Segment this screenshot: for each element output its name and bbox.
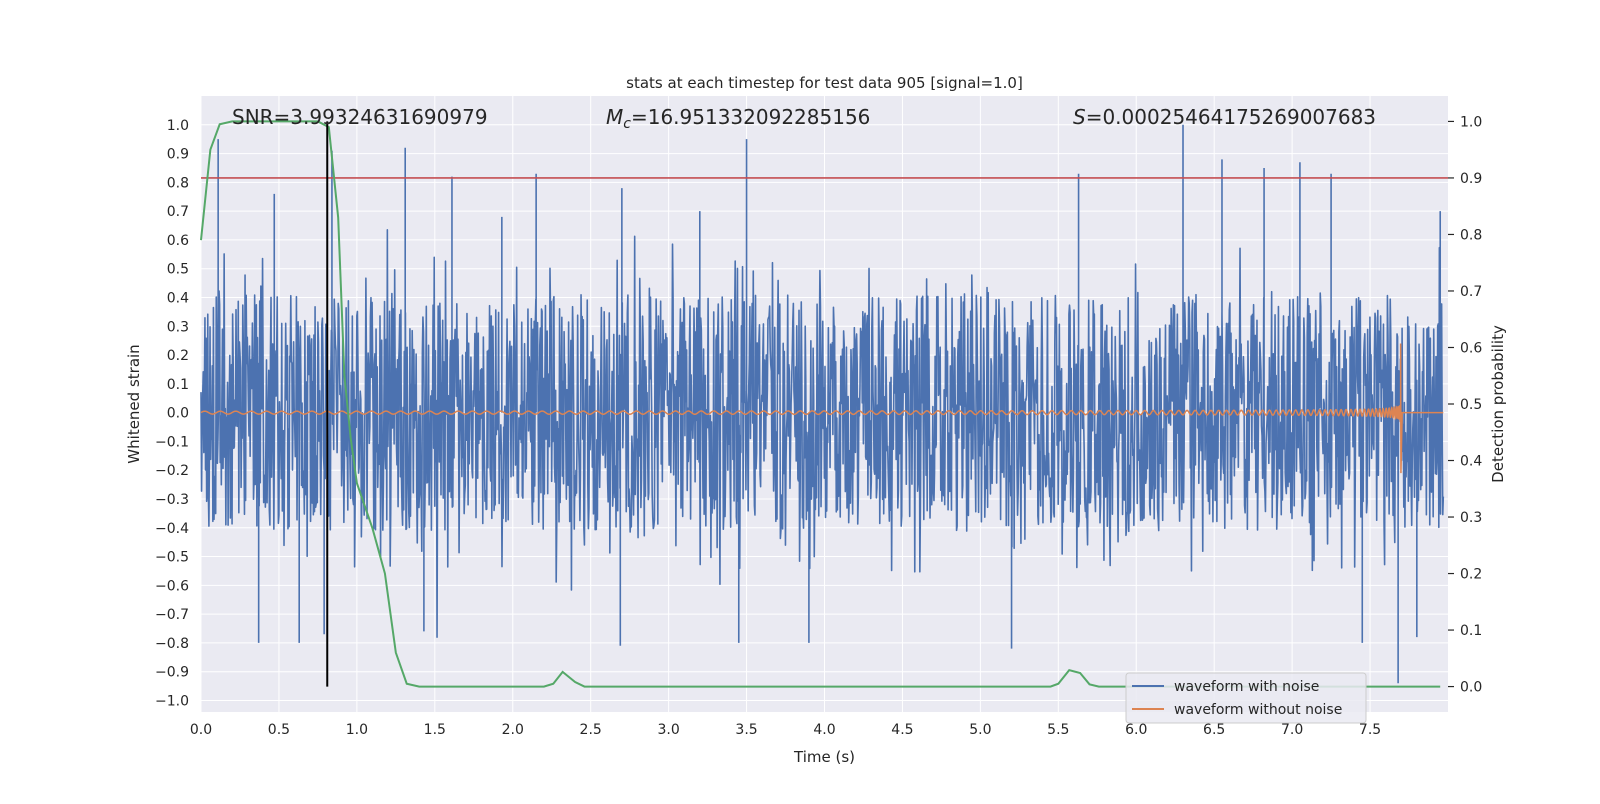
mc-value: =16.951332092285156 <box>631 105 870 129</box>
y-tick-label: −0.2 <box>155 463 189 479</box>
y-tick-label: 0.1 <box>167 377 189 393</box>
s-value: =0.00025464175269007683 <box>1086 105 1376 129</box>
right-y-tick-label: 0.0 <box>1460 680 1482 696</box>
y-tick-label: 0.3 <box>167 319 189 335</box>
right-y-tick-label: 0.9 <box>1460 171 1482 187</box>
mc-annotation: Mc=16.951332092285156 <box>606 105 870 132</box>
y-tick-label: 0.6 <box>167 233 189 249</box>
x-tick-label: 6.0 <box>1125 722 1147 738</box>
y-tick-label: −0.8 <box>155 636 189 652</box>
x-tick-label: 7.5 <box>1359 722 1381 738</box>
mc-subscript: c <box>623 116 631 132</box>
y-tick-label: 0.8 <box>167 175 189 191</box>
s-symbol: S <box>1073 105 1086 129</box>
x-tick-label: 0.0 <box>190 722 212 738</box>
y-tick-label: 0.2 <box>167 348 189 364</box>
right-y-tick-label: 0.7 <box>1460 284 1482 300</box>
plot-layer <box>200 120 1448 688</box>
x-tick-label: 5.5 <box>1047 722 1069 738</box>
legend-label-signal: waveform without noise <box>1174 702 1342 718</box>
y-axis-title: Whitened strain <box>125 344 143 463</box>
y-tick-label: −0.3 <box>155 492 189 508</box>
right-y-tick-label: 0.5 <box>1460 397 1482 413</box>
y-tick-label: 0.9 <box>167 147 189 163</box>
x-tick-label: 6.5 <box>1203 722 1225 738</box>
x-tick-label: 2.5 <box>580 722 602 738</box>
y-tick-label: 0.0 <box>167 406 189 422</box>
y-tick-label: 0.5 <box>167 262 189 278</box>
legend-box <box>1125 672 1367 724</box>
y-tick-label: −0.5 <box>155 550 189 566</box>
x-axis-title: Time (s) <box>793 748 855 766</box>
y-tick-label: −1.0 <box>155 693 189 709</box>
y-tick-label: −0.4 <box>155 521 189 537</box>
clean-waveform-line <box>200 343 1444 474</box>
x-tick-label: 3.5 <box>735 722 757 738</box>
right-y-tick-label: 0.3 <box>1460 510 1482 526</box>
right-y-tick-label: 0.4 <box>1460 454 1482 470</box>
legend-label-noise: waveform with noise <box>1174 679 1319 695</box>
y-tick-label: 0.7 <box>167 204 189 220</box>
x-tick-label: 0.5 <box>268 722 290 738</box>
chart-title: stats at each timestep for test data 905… <box>626 74 1023 92</box>
x-tick-label: 1.5 <box>424 722 446 738</box>
y-tick-label: 1.0 <box>167 118 189 134</box>
y-axis-right-title: Detection probability <box>1489 325 1507 483</box>
x-tick-label: 4.5 <box>891 722 913 738</box>
x-tick-label: 4.0 <box>813 722 835 738</box>
y-tick-label: −0.9 <box>155 665 189 681</box>
y-tick-label: −0.1 <box>155 434 189 450</box>
y-tick-label: 0.4 <box>167 290 189 306</box>
right-y-tick-label: 0.2 <box>1460 567 1482 583</box>
y-tick-label: −0.6 <box>155 578 189 594</box>
noisy-waveform-line <box>200 124 1445 684</box>
snr-annotation: SNR=3.99324631690979 <box>232 105 488 129</box>
right-y-tick-label: 0.8 <box>1460 227 1482 243</box>
legend: waveform with noise waveform without noi… <box>1125 672 1367 724</box>
x-tick-label: 2.0 <box>502 722 524 738</box>
s-annotation: S=0.00025464175269007683 <box>1073 105 1376 129</box>
x-tick-label: 5.0 <box>969 722 991 738</box>
right-y-tick-label: 0.1 <box>1460 623 1482 639</box>
x-tick-label: 7.0 <box>1281 722 1303 738</box>
detection-probability-line <box>200 120 1441 688</box>
right-y-tick-label: 0.6 <box>1460 340 1482 356</box>
right-y-tick-label: 1.0 <box>1460 114 1482 130</box>
y-tick-label: −0.7 <box>155 607 189 623</box>
x-tick-label: 3.0 <box>657 722 679 738</box>
x-tick-label: 1.0 <box>346 722 368 738</box>
mc-symbol: M <box>606 105 623 129</box>
ticks-layer: 0.0 0.5 1.0 1.5 2.0 2.5 3.0 3.5 4.0 4.5 5.0 5.5 6.0 6… <box>155 114 1482 738</box>
